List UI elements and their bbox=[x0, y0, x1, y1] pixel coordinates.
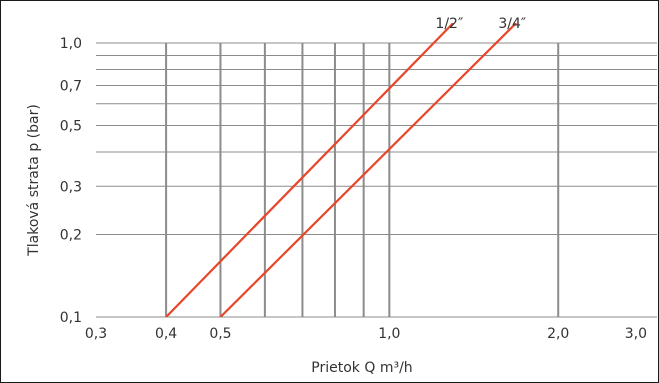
y-tick-label: 0,5 bbox=[60, 118, 82, 134]
series-label: 1/2″ bbox=[435, 16, 463, 32]
series-line bbox=[219, 23, 518, 317]
y-tick-label: 0,1 bbox=[60, 310, 82, 326]
series-line bbox=[165, 23, 455, 317]
y-axis-label: Tlaková strata p (bar) bbox=[26, 104, 42, 257]
x-tick-label: 2,0 bbox=[547, 326, 569, 342]
y-tick-label: 0,2 bbox=[60, 228, 82, 244]
y-tick-label: 0,7 bbox=[60, 78, 82, 94]
series-label: 3/4″ bbox=[498, 16, 526, 32]
x-tick-label: 0,5 bbox=[209, 326, 231, 342]
x-tick-label: 3,0 bbox=[625, 326, 647, 342]
x-tick-label: 1,0 bbox=[378, 326, 400, 342]
y-tick-label: 1,0 bbox=[60, 36, 82, 52]
x-axis-label: Prietok Q m³/h bbox=[311, 360, 412, 376]
x-tick-label: 0,3 bbox=[85, 326, 107, 342]
y-tick-label: 0,3 bbox=[60, 179, 82, 195]
x-tick-label: 0,4 bbox=[155, 326, 177, 342]
